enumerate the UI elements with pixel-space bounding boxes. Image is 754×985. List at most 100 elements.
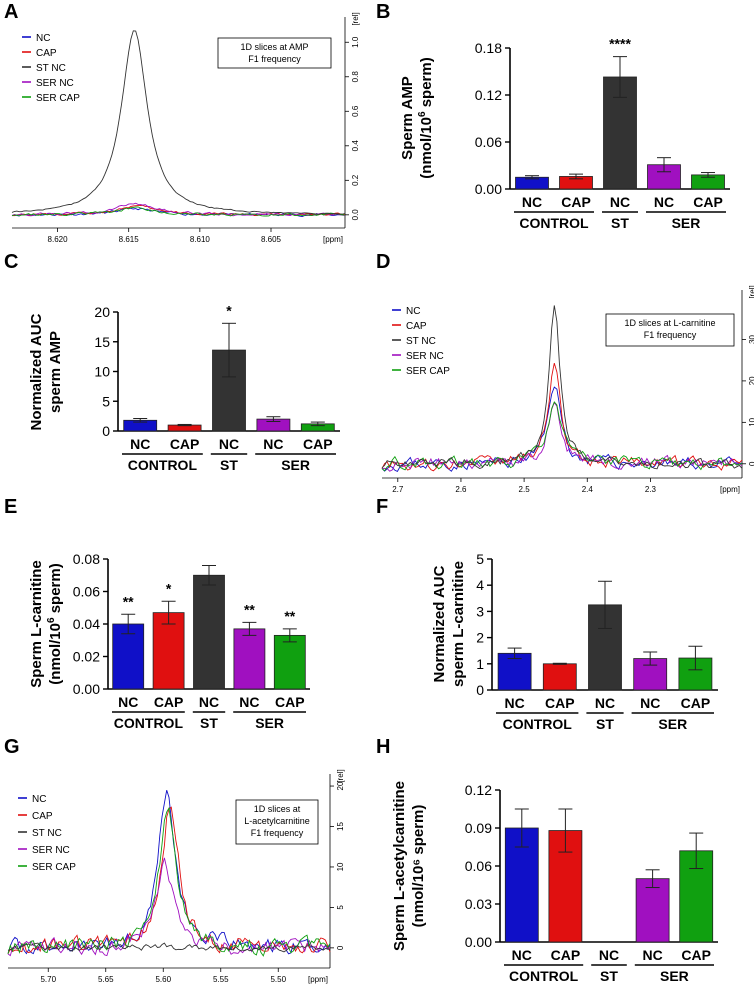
bar-chart-c: 0 5 10 15 20 NC CAP * NC NC CAP CONTROL ST SER Normali… xyxy=(28,302,340,473)
y-tick-label: 0.4 xyxy=(351,140,360,152)
legend-label: SER CAP xyxy=(36,93,80,104)
y-label-line2: (nmol/106 sperm) xyxy=(417,57,435,178)
y-label-text: (nmol/10 xyxy=(47,623,64,685)
annotation-line: F1 frequency xyxy=(644,330,697,340)
bar xyxy=(635,878,670,943)
annotation-line: F1 frequency xyxy=(248,54,301,64)
category-label: CAP xyxy=(681,695,711,711)
y-tick-label: 0.00 xyxy=(475,181,502,197)
y-tick-label: 10 xyxy=(336,862,345,871)
legend-label: NC xyxy=(32,794,46,805)
bar-chart-f: 0 1 2 3 4 5 NC CAP NC NC CAP CONTROL ST SER Normalized… xyxy=(431,551,718,732)
category-label: CAP xyxy=(170,436,200,452)
panel-label-f: F xyxy=(376,496,388,518)
group-label: CONTROL xyxy=(519,215,589,231)
x-tick-label: 5.70 xyxy=(40,975,56,984)
spectrum-g: 5.70 5.65 5.60 5.55 5.50 [ppm] 0 5 10 15 20[rel] NC… xyxy=(7,769,345,984)
y-tick-label-wrap: 30 xyxy=(748,334,754,343)
y-label-line2: (nmol/106 sperm) xyxy=(46,563,64,684)
y-tick-label: 0 xyxy=(102,423,110,439)
category-label: CAP xyxy=(545,695,575,711)
category-label: NC xyxy=(599,947,619,963)
y-axis-unit: [rel] xyxy=(336,769,345,782)
annotation-box xyxy=(235,799,319,845)
group-label: CONTROL xyxy=(509,968,579,984)
group-label: SER xyxy=(255,715,284,731)
category-label: NC xyxy=(654,194,674,210)
category-label: NC xyxy=(504,695,524,711)
x-tick-label: 2.6 xyxy=(455,485,467,494)
y-label-line1: Sperm L-acetylcarnitine xyxy=(391,781,408,951)
y-label-line1: Sperm L-carnitine xyxy=(28,560,45,688)
spectrum-line xyxy=(11,206,345,217)
bar xyxy=(193,574,225,690)
y-tick-label-wrap: 0 xyxy=(336,945,345,950)
y-unit-wrap: [rel] xyxy=(336,769,345,782)
y-tick-label-wrap: 0.2 xyxy=(351,174,360,186)
annotation-line: 1D slices at AMP xyxy=(240,42,308,52)
y-tick-label: 0.00 xyxy=(73,681,100,697)
y-label-text: sperm) xyxy=(47,563,64,617)
category-label: NC xyxy=(239,694,259,710)
y-tick-label-wrap: 20 xyxy=(748,376,754,385)
y-tick-label-wrap: 0.4 xyxy=(351,140,360,152)
legend-label: SER CAP xyxy=(32,862,76,873)
legend-label: CAP xyxy=(406,321,427,332)
y-tick-label: 0.12 xyxy=(475,87,502,103)
y-label-text: sperm) xyxy=(418,57,435,111)
category-label: NC xyxy=(522,194,542,210)
legend-label: SER NC xyxy=(406,351,444,362)
y-tick-label: 0.06 xyxy=(475,134,502,150)
bar xyxy=(233,628,266,690)
y-tick-label: 0.03 xyxy=(465,896,492,912)
group-label: ST xyxy=(600,968,618,984)
spectrum-line xyxy=(381,401,743,472)
y-tick-label: 0.06 xyxy=(73,584,100,600)
category-label: NC xyxy=(199,694,219,710)
y-tick-label: 0 xyxy=(476,682,484,698)
y-label-superscript: 6 xyxy=(417,111,428,117)
y-axis-label: Normalized AUC sperm L-carnitine xyxy=(431,561,467,687)
y-tick-label: 20 xyxy=(94,304,110,320)
annotation-box xyxy=(217,37,332,69)
y-unit-wrap: [rel] xyxy=(748,285,754,298)
y-tick-label: 0.8 xyxy=(351,71,360,83)
y-tick-label: 0 xyxy=(748,461,754,466)
y-tick-label: 1.0 xyxy=(351,36,360,48)
category-label: NC xyxy=(263,436,283,452)
group-label: CONTROL xyxy=(503,716,573,732)
y-unit-wrap: [rel] xyxy=(351,12,360,25)
legend-label: SER NC xyxy=(32,845,70,856)
legend-label: ST NC xyxy=(32,828,62,839)
category-label: NC xyxy=(640,695,660,711)
spectrum-line xyxy=(7,942,331,953)
category-label: NC xyxy=(219,436,239,452)
y-tick-label: 4 xyxy=(476,577,484,593)
y-tick-label-wrap: 0 xyxy=(748,461,754,466)
significance-label: * xyxy=(166,580,172,596)
y-tick-label: 10 xyxy=(94,364,110,380)
bar-chart-b: 0.00 0.06 0.12 0.18 NC CAP **** NC NC CAP CONTROL S… xyxy=(399,36,730,231)
group-label: SER xyxy=(672,215,701,231)
significance-label: ** xyxy=(123,593,134,609)
group-label: SER xyxy=(660,968,689,984)
x-axis-unit: [ppm] xyxy=(308,975,328,984)
y-tick-label: 15 xyxy=(336,822,345,831)
spectrum-d: 2.7 2.6 2.5 2.4 2.3 [ppm] 0 10 20 30 [rel] NC CAP ST … xyxy=(381,285,754,494)
y-tick-label-wrap: 20 xyxy=(336,781,345,790)
annotation-line: 1D slices at xyxy=(254,804,301,814)
category-label: CAP xyxy=(154,694,184,710)
x-tick-label: 8.605 xyxy=(261,235,282,244)
y-tick-label-wrap: 10 xyxy=(336,862,345,871)
group-label: ST xyxy=(220,457,238,473)
category-label: NC xyxy=(595,695,615,711)
y-axis-label: Sperm AMP (nmol/106 sperm) xyxy=(399,57,435,178)
y-axis-label: Normalized AUC sperm AMP xyxy=(28,313,64,430)
category-label: CAP xyxy=(693,194,723,210)
y-tick-label: 10 xyxy=(748,417,754,426)
y-tick-label-wrap: 0.8 xyxy=(351,71,360,83)
y-tick-label: 2 xyxy=(476,630,484,646)
y-label-line2: sperm L-carnitine xyxy=(450,561,467,687)
x-tick-label: 5.50 xyxy=(270,975,286,984)
